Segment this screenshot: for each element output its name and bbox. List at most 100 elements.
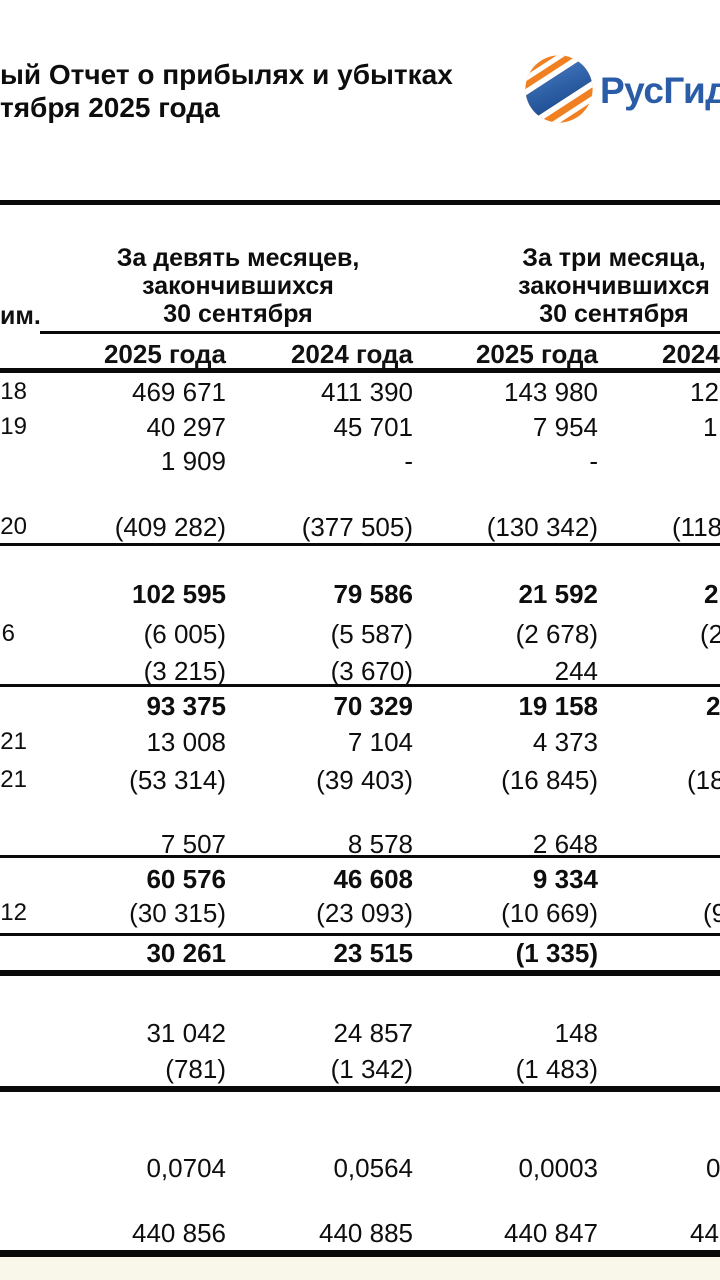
value-cell-clipped: 2 (704, 579, 719, 609)
value-cell-clipped: (18 (687, 765, 720, 795)
rule-after-expenses (0, 543, 720, 546)
value-cell: 19 158 (518, 691, 598, 721)
value-cell: 24 857 (333, 1018, 413, 1048)
value-cell: (3 215) (143, 656, 226, 686)
rule-top (0, 200, 720, 205)
value-cell: 23 515 (333, 938, 413, 968)
value-cell: (53 314) (129, 765, 226, 795)
year-header-2024-9m: 2024 года (290, 339, 413, 369)
value-cell: 30 261 (146, 938, 226, 968)
page-title: ый Отчет о прибылях и убытках тября 2025… (0, 58, 500, 124)
page-edge-strip (0, 1257, 720, 1280)
group2-line2: закончившихся (518, 272, 710, 300)
table-row: 21 13 008 7 104 4 373 (0, 728, 720, 756)
value-cell: 0,0564 (333, 1153, 413, 1183)
value-cell: 440 856 (132, 1218, 226, 1248)
value-cell: 93 375 (146, 691, 226, 721)
value-cell: (377 505) (301, 512, 413, 542)
period-group-three-months: За три месяца, закончившихся 30 сентября (430, 244, 720, 328)
table-row: 12 (30 315) (23 093) (10 669) (9 (0, 899, 720, 927)
note-ref: 21 (0, 728, 27, 755)
value-cell: 45 701 (333, 412, 413, 442)
value-cell: (6 005) (143, 619, 226, 649)
value-cell: - (589, 446, 598, 476)
page-title-line1: ый Отчет о прибылях и убытках (0, 59, 453, 90)
group1-line2: закончившихся (142, 272, 334, 300)
value-cell: 2 648 (532, 829, 598, 859)
value-cell: 9 334 (532, 864, 598, 894)
table-row: 7 507 8 578 2 648 (0, 830, 720, 858)
value-cell: 40 297 (146, 412, 226, 442)
year-header-2025-3m: 2025 года (475, 339, 598, 369)
rule-after-profit (0, 970, 720, 976)
table-row: 21 (53 314) (39 403) (16 845) (18 (0, 766, 720, 794)
value-cell: 70 329 (333, 691, 413, 721)
value-cell-clipped: 1 (703, 412, 718, 442)
value-cell: 46 608 (333, 864, 413, 894)
value-cell-clipped: 12 (690, 377, 719, 407)
group2-line3: 30 сентября (539, 300, 689, 328)
page-title-line2: тября 2025 года (0, 92, 220, 123)
rule-under-year-headers (0, 368, 720, 373)
table-row: (3 215) (3 670) 244 (0, 657, 720, 685)
group1-line1: За девять месяцев, (116, 244, 360, 272)
value-cell-clipped: (118 (672, 512, 720, 542)
period-group-nine-months: За девять месяцев, закончившихся 30 сент… (30, 244, 446, 328)
value-cell: (1 342) (330, 1054, 413, 1084)
note-ref: 21 (0, 766, 27, 793)
note-ref: 12 (0, 899, 27, 926)
value-cell: 411 390 (320, 377, 413, 407)
rushydro-sphere-icon (525, 55, 593, 123)
table-row: (781) (1 342) (1 483) (0, 1055, 720, 1083)
value-cell: 440 885 (319, 1218, 413, 1248)
value-cell: 0,0704 (146, 1153, 226, 1183)
table-row: 6 (6 005) (5 587) (2 678) (2 (0, 620, 720, 648)
value-cell-clipped: 44 (690, 1218, 719, 1248)
rule-after-attribution (0, 1086, 720, 1092)
value-cell: 31 042 (146, 1018, 226, 1048)
group2-line1: За три месяца, (522, 244, 706, 272)
year-header-2025-9m: 2025 года (103, 339, 226, 369)
value-cell-clipped: 0 (706, 1153, 720, 1183)
value-cell: (1 483) (515, 1054, 598, 1084)
table-row: 31 042 24 857 148 (0, 1019, 720, 1047)
value-cell: 244 (554, 656, 598, 686)
note-ref: 18 (0, 378, 27, 405)
value-cell: 13 008 (146, 727, 226, 757)
rule-bottom (0, 1250, 720, 1257)
rule-subtotal-2 (0, 855, 720, 858)
value-cell: (16 845) (501, 765, 598, 795)
table-row: 18 469 671 411 390 143 980 12 (0, 378, 720, 406)
value-cell: (130 342) (486, 512, 598, 542)
note-ref: 20 (0, 513, 27, 540)
value-cell-clipped: (2 (700, 619, 720, 649)
rushydro-wordmark: РусГидро (600, 70, 720, 111)
value-cell-clipped: (9 (703, 898, 720, 928)
value-cell: 143 980 (504, 377, 598, 407)
table-row-subtotal: 93 375 70 329 19 158 2 (0, 692, 720, 720)
value-cell: 440 847 (504, 1218, 598, 1248)
value-cell: (39 403) (316, 765, 413, 795)
value-cell: 0,0003 (518, 1153, 598, 1183)
value-cell: 4 373 (532, 727, 598, 757)
value-cell: 7 954 (532, 412, 598, 442)
table-row: 19 40 297 45 701 7 954 1 (0, 413, 720, 441)
table-row-total-profit: 30 261 23 515 (1 335) (0, 939, 720, 967)
value-cell: (10 669) (501, 898, 598, 928)
table-row: 20 (409 282) (377 505) (130 342) (118 (0, 513, 720, 541)
note-ref: 6 (1, 620, 15, 647)
table-row-eps: 0,0704 0,0564 0,0003 0 (0, 1154, 720, 1182)
value-cell: (23 093) (316, 898, 413, 928)
value-cell: (1 335) (515, 938, 598, 968)
value-cell: 21 592 (518, 579, 598, 609)
value-cell: 7 104 (347, 727, 413, 757)
notes-column-header: им. (0, 302, 41, 330)
value-cell: 1 909 (160, 446, 226, 476)
value-cell: 7 507 (160, 829, 226, 859)
value-cell: (409 282) (114, 512, 226, 542)
table-row-subtotal: 60 576 46 608 9 334 (0, 865, 720, 893)
note-ref: 19 (0, 413, 27, 440)
rule-before-profit (0, 933, 720, 936)
value-cell: (781) (165, 1054, 226, 1084)
